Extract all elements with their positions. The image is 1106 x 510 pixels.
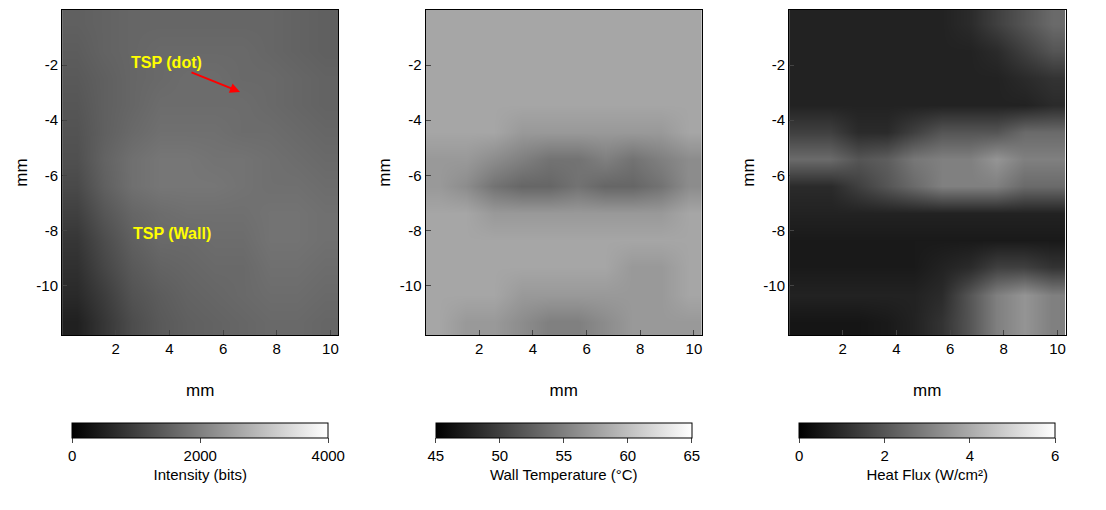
svg-text:8: 8: [636, 340, 644, 357]
svg-text:2: 2: [839, 340, 847, 357]
svg-text:-10: -10: [400, 277, 422, 294]
svg-text:6: 6: [946, 340, 954, 357]
svg-text:mm: mm: [12, 158, 31, 186]
svg-text:8: 8: [1000, 340, 1008, 357]
svg-text:-6: -6: [45, 167, 58, 184]
svg-text:65: 65: [683, 447, 700, 464]
svg-text:-6: -6: [772, 167, 785, 184]
svg-text:-10: -10: [763, 277, 785, 294]
svg-text:45: 45: [427, 447, 444, 464]
svg-text:mm: mm: [186, 381, 214, 400]
svg-text:TSP (Wall): TSP (Wall): [133, 225, 211, 242]
svg-text:mm: mm: [550, 381, 578, 400]
svg-text:Heat Flux (W/cm²): Heat Flux (W/cm²): [866, 466, 988, 483]
svg-text:2: 2: [880, 447, 888, 464]
svg-text:10: 10: [322, 340, 339, 357]
svg-text:-2: -2: [45, 56, 58, 73]
svg-text:0: 0: [795, 447, 803, 464]
svg-text:4: 4: [892, 340, 900, 357]
svg-text:2: 2: [112, 340, 120, 357]
svg-text:4: 4: [966, 447, 974, 464]
svg-text:-10: -10: [36, 277, 58, 294]
svg-text:10: 10: [1049, 340, 1066, 357]
svg-text:2000: 2000: [184, 447, 217, 464]
svg-text:6: 6: [1051, 447, 1059, 464]
svg-text:8: 8: [273, 340, 281, 357]
svg-text:Wall Temperature (°C): Wall Temperature (°C): [490, 466, 638, 483]
svg-text:10: 10: [686, 340, 703, 357]
svg-text:mm: mm: [375, 158, 394, 186]
svg-text:-4: -4: [408, 111, 421, 128]
svg-text:Intensity (bits): Intensity (bits): [154, 466, 247, 483]
svg-text:55: 55: [555, 447, 572, 464]
svg-text:TSP (dot): TSP (dot): [131, 54, 202, 71]
svg-text:6: 6: [219, 340, 227, 357]
svg-text:-8: -8: [408, 222, 421, 239]
svg-text:50: 50: [491, 447, 508, 464]
svg-text:-2: -2: [772, 56, 785, 73]
svg-text:-2: -2: [408, 56, 421, 73]
svg-text:4: 4: [165, 340, 173, 357]
svg-text:-8: -8: [45, 222, 58, 239]
svg-text:60: 60: [619, 447, 636, 464]
svg-text:6: 6: [582, 340, 590, 357]
svg-text:mm: mm: [913, 381, 941, 400]
svg-text:-6: -6: [408, 167, 421, 184]
svg-text:4000: 4000: [312, 447, 345, 464]
svg-text:2: 2: [475, 340, 483, 357]
svg-text:mm: mm: [739, 158, 758, 186]
svg-text:-4: -4: [772, 111, 785, 128]
svg-text:4: 4: [529, 340, 537, 357]
svg-text:-8: -8: [772, 222, 785, 239]
svg-text:0: 0: [68, 447, 76, 464]
svg-text:-4: -4: [45, 111, 58, 128]
